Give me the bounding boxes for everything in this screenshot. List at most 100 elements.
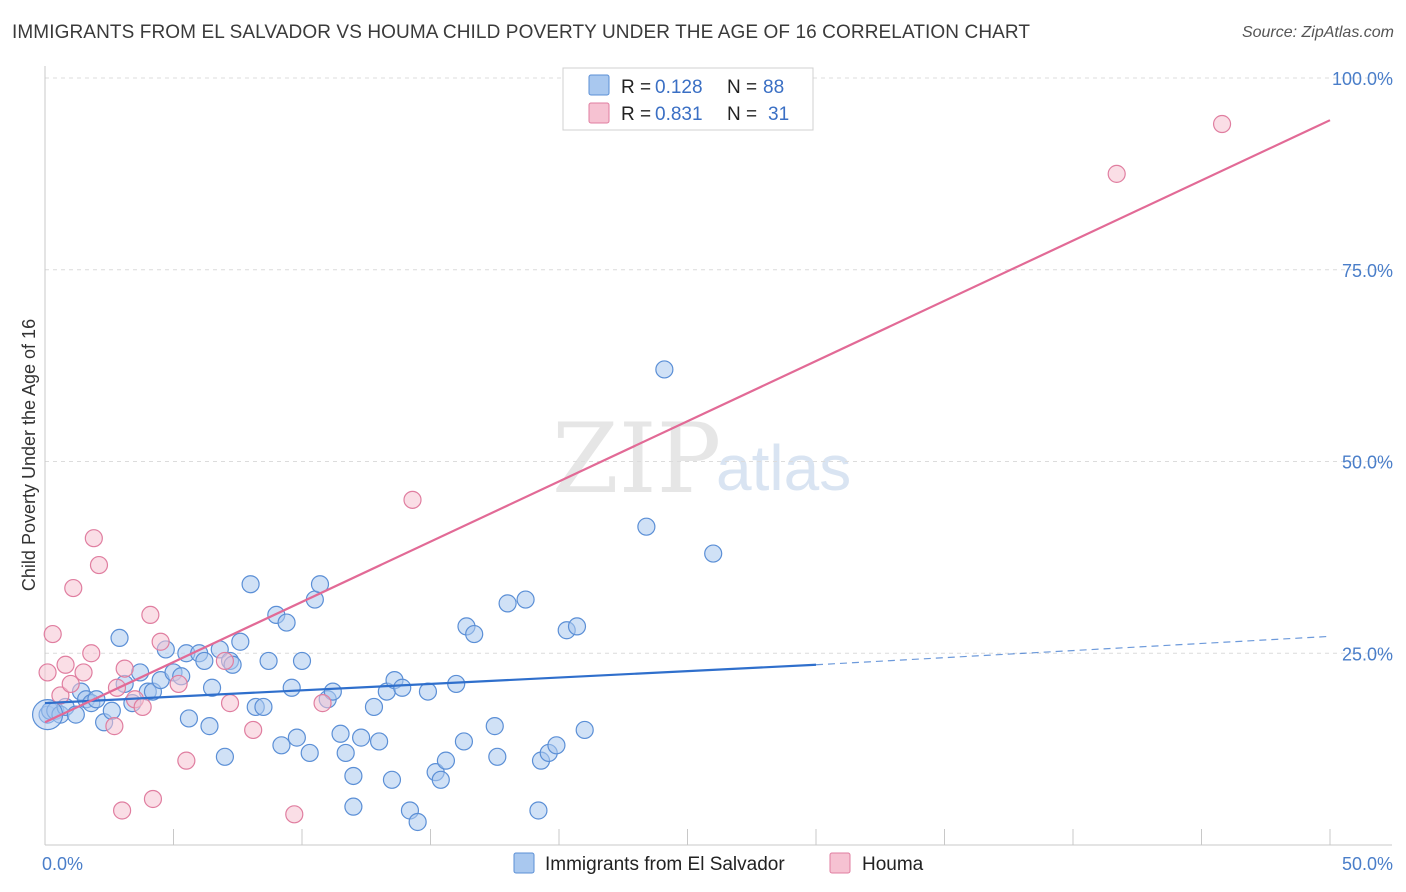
point-el-salvador bbox=[567, 617, 587, 636]
point-el-salvador bbox=[254, 697, 273, 717]
point-el-salvador bbox=[436, 751, 456, 770]
point-houma bbox=[143, 789, 163, 809]
point-el-salvador bbox=[382, 770, 402, 789]
point-houma bbox=[1212, 114, 1232, 134]
point-el-salvador bbox=[110, 628, 129, 648]
legend-label-houma: Houma bbox=[862, 854, 924, 875]
stats-n-label-2: N = bbox=[727, 104, 757, 125]
point-houma bbox=[133, 697, 152, 717]
point-houma bbox=[115, 659, 134, 678]
legend-label-el-salvador: Immigrants from El Salvador bbox=[545, 854, 785, 875]
point-houma bbox=[74, 663, 93, 682]
source-label: Source: ZipAtlas.com bbox=[1241, 24, 1394, 41]
point-el-salvador bbox=[300, 743, 319, 763]
point-houma bbox=[1107, 164, 1126, 183]
point-el-salvador bbox=[704, 544, 723, 563]
point-el-salvador bbox=[200, 717, 219, 736]
point-el-salvador bbox=[102, 701, 121, 720]
point-houma bbox=[112, 801, 132, 820]
stats-r-value-1: 0.128 bbox=[655, 77, 703, 98]
chart-title: IMMIGRANTS FROM EL SALVADOR VS HOUMA CHI… bbox=[12, 22, 1031, 43]
point-houma bbox=[285, 805, 304, 824]
y-tick-label: 75.0% bbox=[1342, 261, 1393, 281]
point-el-salvador bbox=[364, 697, 384, 717]
point-el-salvador bbox=[202, 678, 222, 697]
point-el-salvador bbox=[655, 360, 674, 379]
watermark-zip: ZIP bbox=[552, 403, 721, 515]
point-el-salvador bbox=[485, 717, 504, 736]
point-el-salvador bbox=[431, 770, 450, 789]
stats-n-value-2: 31 bbox=[768, 104, 789, 125]
point-el-salvador bbox=[241, 575, 260, 594]
y-tick-label: 25.0% bbox=[1342, 644, 1393, 664]
point-el-salvador bbox=[344, 797, 363, 816]
point-houma bbox=[89, 555, 109, 575]
legend-swatch-el-salvador bbox=[513, 852, 535, 874]
stats-n-value-1: 88 bbox=[763, 77, 784, 98]
tick-labels: 100.0% 75.0% 50.0% 25.0% 0.0% 50.0% bbox=[42, 69, 1393, 874]
point-houma bbox=[56, 655, 75, 674]
x-tick-label: 50.0% bbox=[1342, 854, 1393, 874]
point-el-salvador bbox=[488, 747, 507, 766]
point-houma bbox=[43, 624, 62, 644]
point-houma bbox=[84, 529, 103, 548]
point-el-salvador bbox=[277, 613, 296, 632]
stats-legend: R = 0.128 N = 88 R = 0.831 N = 31 bbox=[562, 67, 814, 131]
trend-line-el-salvador bbox=[44, 663, 817, 705]
gridlines bbox=[45, 77, 1392, 654]
trend-line-houma bbox=[44, 119, 1331, 724]
point-el-salvador bbox=[465, 624, 484, 644]
point-houma bbox=[244, 720, 263, 740]
point-houma bbox=[313, 694, 332, 713]
point-houma bbox=[61, 674, 80, 694]
point-el-salvador bbox=[292, 651, 312, 671]
point-el-salvador bbox=[195, 651, 214, 671]
point-el-salvador bbox=[516, 590, 535, 609]
point-el-salvador bbox=[352, 728, 371, 747]
stats-legend-swatch-pink bbox=[588, 102, 610, 124]
point-houma bbox=[64, 578, 83, 598]
point-el-salvador bbox=[331, 724, 350, 743]
point-el-salvador bbox=[547, 736, 566, 755]
point-el-salvador bbox=[179, 709, 199, 728]
point-houma bbox=[141, 605, 160, 625]
point-el-salvador bbox=[231, 632, 250, 651]
point-houma bbox=[177, 751, 196, 770]
y-tick-label: 50.0% bbox=[1342, 453, 1393, 473]
stats-r-label-2: R = bbox=[621, 104, 651, 125]
trend-lines bbox=[44, 119, 1331, 724]
point-el-salvador bbox=[637, 517, 656, 536]
point-el-salvador bbox=[454, 732, 474, 751]
y-tick-label: 100.0% bbox=[1332, 69, 1393, 89]
stats-r-value-2: 0.831 bbox=[655, 104, 703, 125]
stats-legend-swatch-blue bbox=[588, 74, 610, 96]
point-houma bbox=[51, 686, 70, 705]
point-houma bbox=[220, 694, 240, 713]
point-el-salvador bbox=[498, 594, 517, 613]
point-houma bbox=[151, 632, 170, 651]
point-el-salvador bbox=[336, 743, 355, 763]
point-houma bbox=[169, 674, 188, 694]
point-el-salvador bbox=[370, 732, 389, 751]
point-el-salvador bbox=[323, 682, 342, 701]
point-houma bbox=[105, 717, 124, 736]
point-houma bbox=[403, 490, 422, 509]
x-tick-label: 0.0% bbox=[42, 854, 83, 874]
data-points bbox=[31, 114, 1232, 832]
point-el-salvador bbox=[259, 651, 278, 671]
point-el-salvador bbox=[215, 747, 234, 766]
point-el-salvador bbox=[287, 728, 306, 747]
legend-swatch-houma bbox=[829, 852, 851, 874]
point-el-salvador bbox=[344, 766, 363, 786]
watermark-atlas: atlas bbox=[716, 432, 851, 504]
point-houma bbox=[38, 663, 57, 682]
series-legend: Immigrants from El Salvador Houma bbox=[513, 852, 924, 875]
point-houma bbox=[82, 644, 101, 663]
point-el-salvador bbox=[393, 678, 412, 697]
point-el-salvador bbox=[408, 812, 427, 832]
point-el-salvador bbox=[529, 801, 548, 820]
stats-r-label-1: R = bbox=[621, 77, 651, 98]
point-el-salvador bbox=[575, 720, 594, 740]
point-el-salvador bbox=[272, 736, 291, 755]
